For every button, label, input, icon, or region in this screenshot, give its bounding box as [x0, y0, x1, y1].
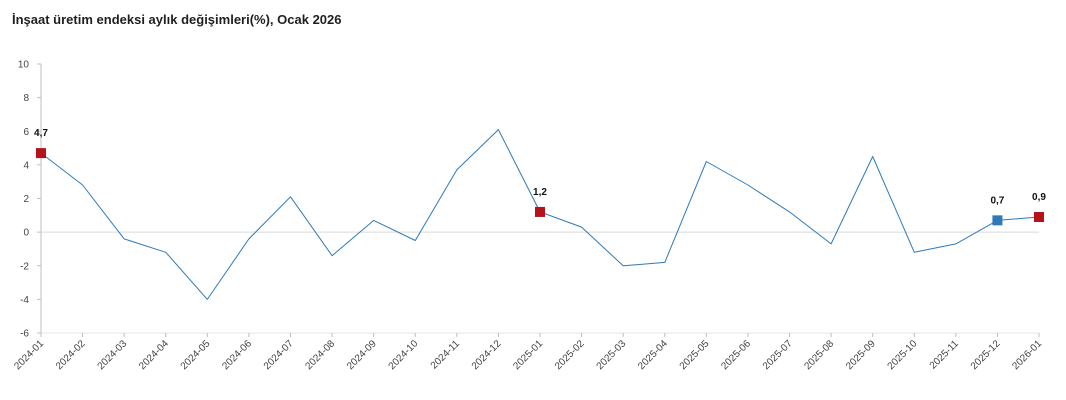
x-tick-label: 2025-05 — [678, 338, 712, 372]
highlight-marker — [535, 206, 545, 217]
x-tick-label: 2024-06 — [220, 338, 254, 372]
x-tick-label: 2024-09 — [345, 338, 379, 372]
chart-title: İnşaat üretim endeksi aylık değişimleri(… — [12, 12, 342, 27]
x-tick-label: 2025-01 — [511, 338, 545, 372]
x-tick-label: 2024-02 — [54, 338, 88, 372]
data-label: 4,7 — [34, 128, 48, 139]
x-tick-label: 2025-09 — [844, 338, 878, 372]
highlight-marker — [36, 148, 46, 159]
data-label: 1,2 — [533, 187, 547, 198]
x-tick-label: 2025-11 — [928, 338, 962, 372]
y-tick-label: 4 — [23, 160, 29, 171]
x-tick-label: 2025-12 — [969, 338, 1003, 372]
x-tick-label: 2025-02 — [553, 338, 587, 372]
x-tick-label: 2025-06 — [719, 338, 753, 372]
y-tick-label: -6 — [20, 329, 29, 340]
y-tick-label: -2 — [20, 261, 29, 272]
y-tick-label: 6 — [23, 127, 29, 138]
x-tick-label: 2024-12 — [470, 338, 504, 372]
x-tick-label: 2025-10 — [886, 338, 920, 372]
y-axis: -6 -4 -2 0 2 4 6 8 10 — [18, 60, 1039, 340]
x-tick-label: 2025-04 — [636, 338, 670, 372]
highlight-marker — [992, 215, 1003, 226]
y-tick-label: 0 — [23, 228, 29, 239]
x-tick-label: 2024-11 — [429, 338, 463, 372]
x-tick-label: 2025-08 — [802, 338, 836, 372]
x-tick-label: 2024-04 — [137, 338, 171, 372]
x-tick-label: 2024-08 — [303, 338, 337, 372]
data-label: 0,7 — [990, 195, 1004, 206]
y-tick-label: -4 — [20, 295, 29, 306]
x-tick-label: 2024-05 — [179, 338, 213, 372]
y-tick-label: 10 — [18, 60, 30, 71]
x-tick-label: 2024-07 — [262, 338, 296, 372]
x-tick-label: 2024-01 — [12, 338, 46, 372]
x-tick-label: 2024-03 — [96, 338, 130, 372]
highlight-marker — [1034, 211, 1044, 222]
data-label: 0,9 — [1032, 192, 1046, 203]
x-tick-label: 2025-07 — [761, 338, 795, 372]
highlight-markers: 4,7 1,2 0,7 0,9 — [34, 128, 1046, 226]
y-tick-label: 2 — [23, 194, 29, 205]
y-tick-label: 8 — [23, 93, 29, 104]
x-tick-label: 2024-10 — [387, 338, 421, 372]
x-tick-label: 2026-01 — [1010, 338, 1044, 372]
x-axis: 2024-01 2024-02 2024-03 2024-04 2024-05 2024-… — [12, 332, 1044, 372]
x-tick-label: 2025-03 — [595, 338, 629, 372]
